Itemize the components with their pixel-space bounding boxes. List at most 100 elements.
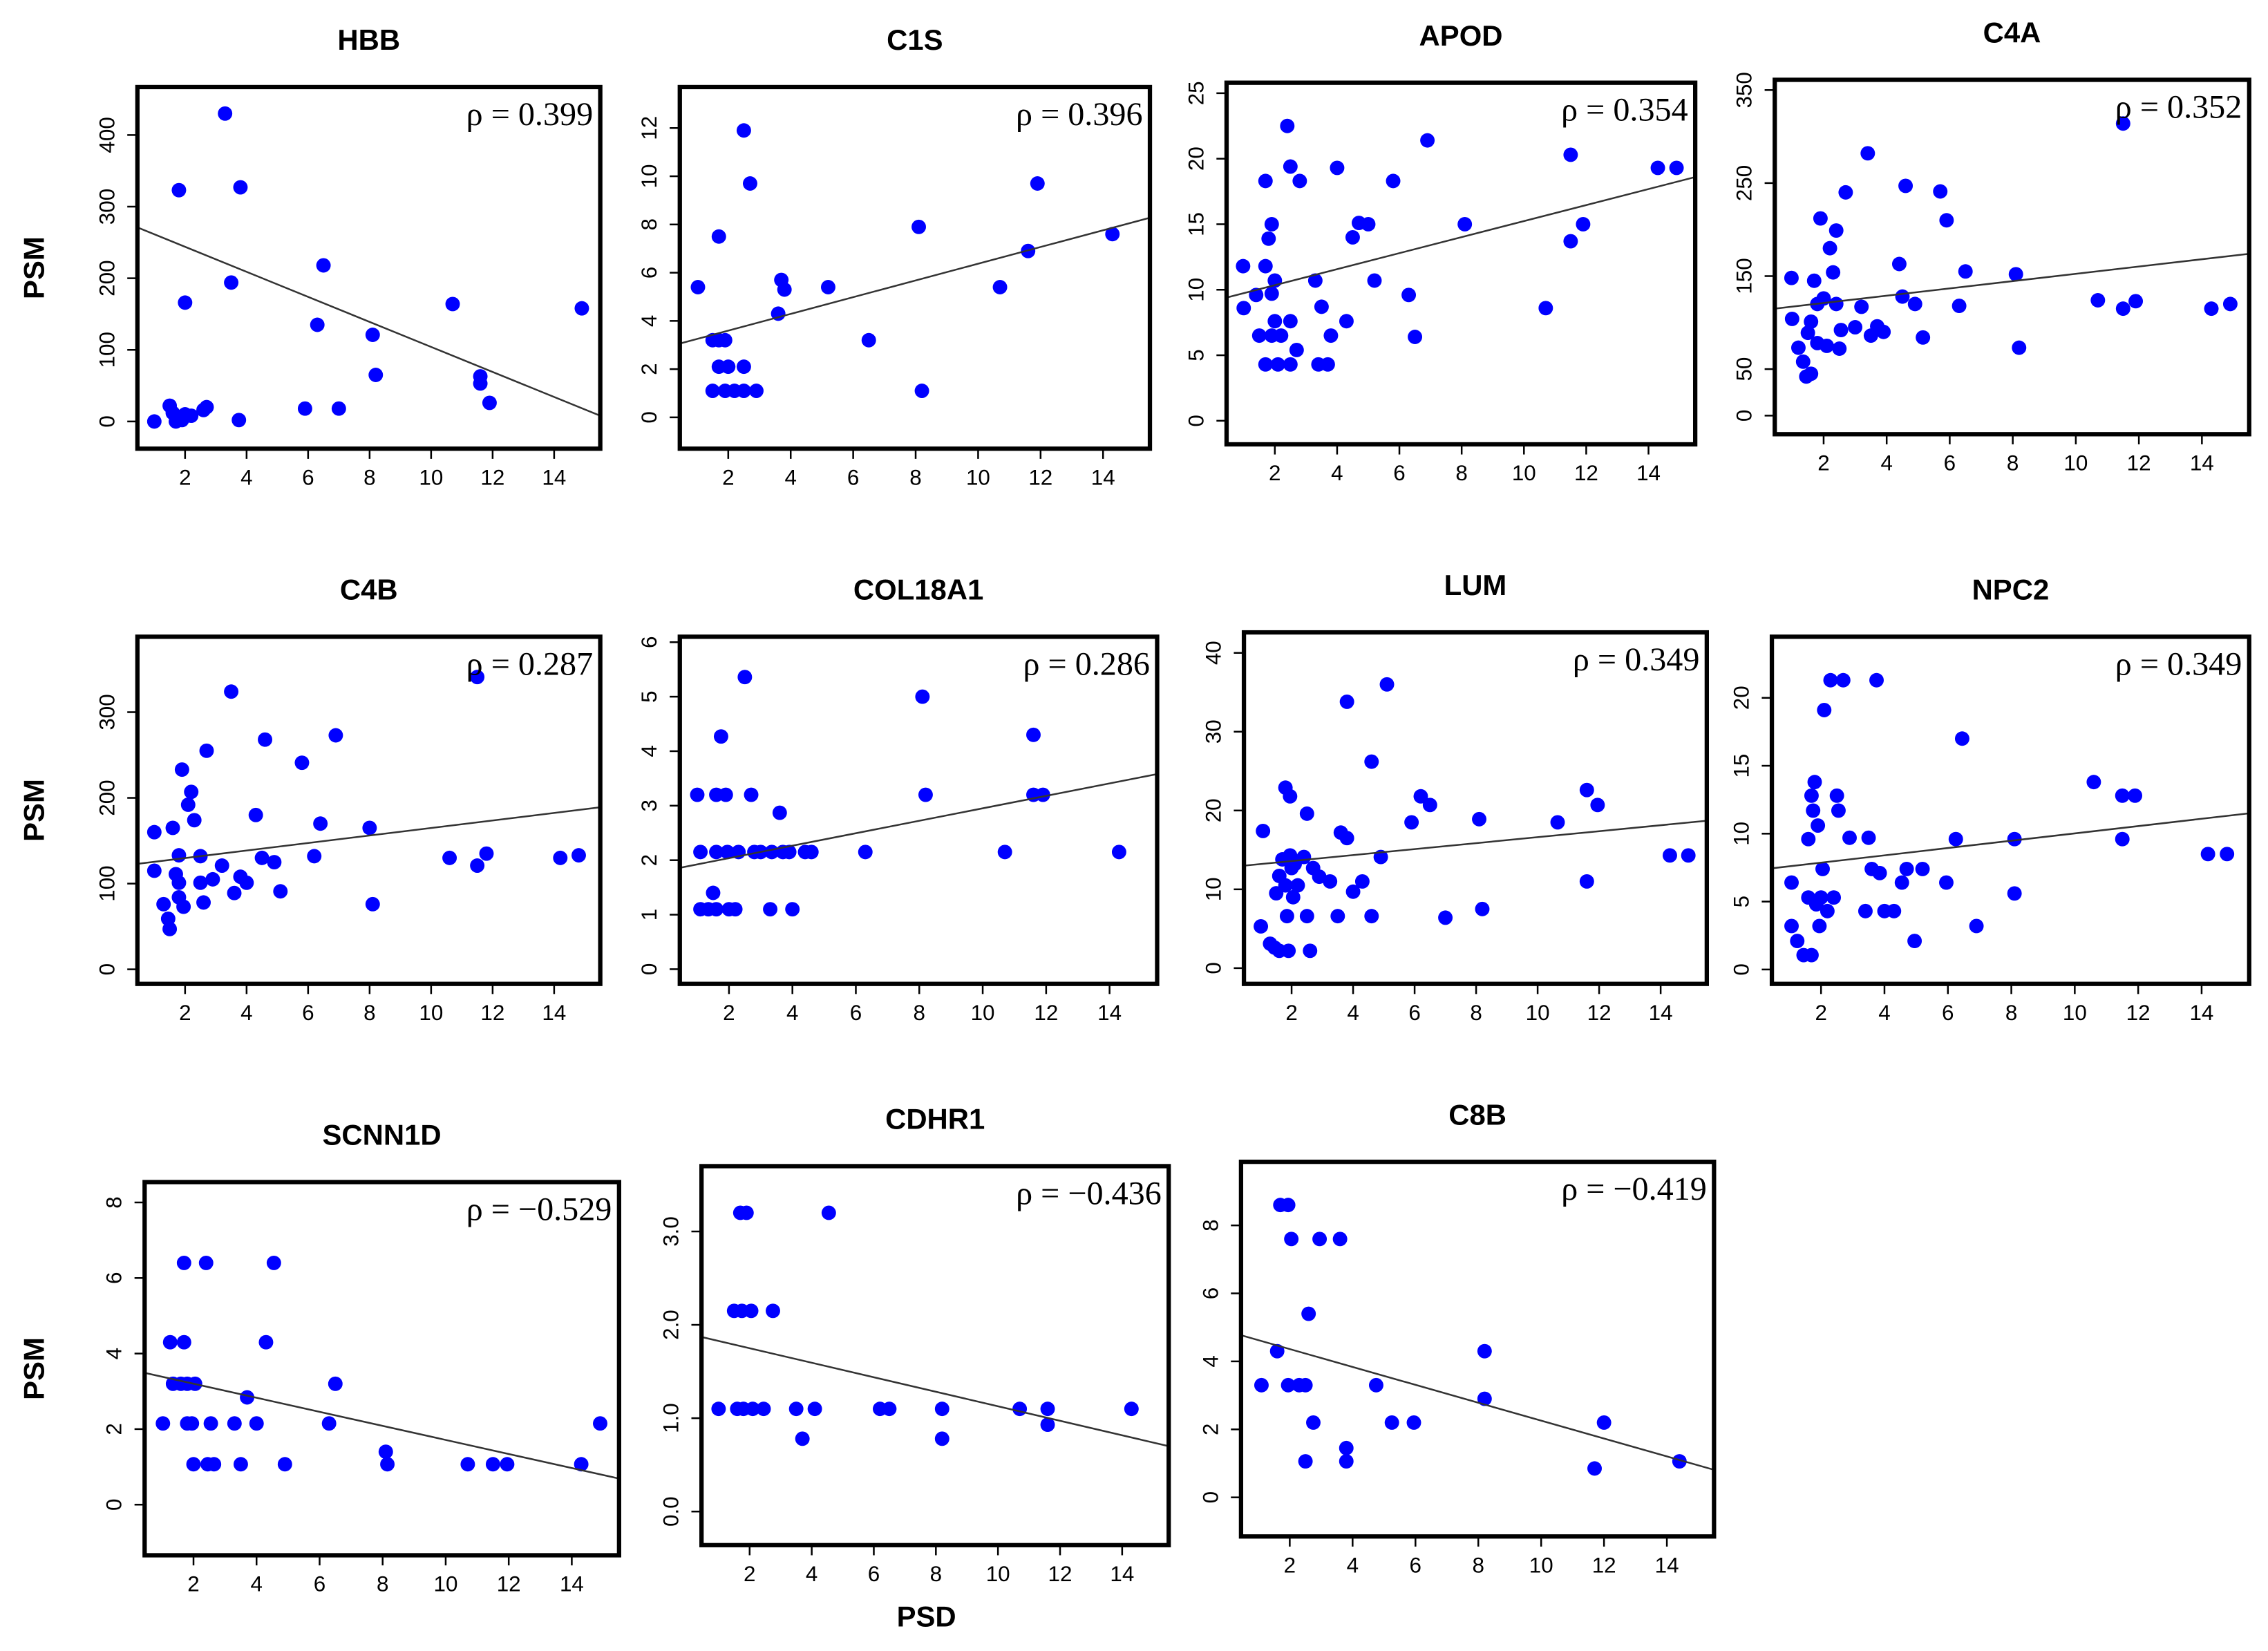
point: [328, 728, 343, 743]
y-tick-label: 2: [637, 363, 661, 375]
point: [1815, 861, 1830, 876]
x-tick-label: 6: [847, 465, 859, 489]
y-tick-label: 150: [1732, 258, 1757, 294]
correlation: ρ = −0.529: [466, 1191, 612, 1227]
point: [267, 855, 282, 870]
point: [1339, 831, 1354, 846]
point: [1438, 910, 1453, 925]
point: [1274, 328, 1289, 343]
panel: 0 2 4 6 8 2 4 6 8 10 12 14 C8B ρ = −0.419: [1198, 1098, 1717, 1578]
y-tick-label: 4: [102, 1348, 126, 1359]
point: [365, 896, 380, 912]
point: [1812, 918, 1827, 934]
point: [1916, 330, 1931, 345]
point: [2220, 847, 2235, 862]
point: [479, 846, 494, 861]
point: [155, 1416, 171, 1431]
point: [147, 824, 162, 840]
point: [1550, 815, 1565, 830]
point: [766, 1303, 780, 1319]
point: [934, 1402, 949, 1417]
point: [1672, 1454, 1687, 1469]
point: [820, 280, 835, 294]
y-tick-label: 0: [95, 963, 119, 975]
y-tick-label: 200: [95, 260, 119, 296]
point: [1806, 803, 1821, 818]
point: [239, 875, 254, 890]
point: [233, 1457, 248, 1472]
point: [1284, 1232, 1299, 1247]
y-tick-label: 10: [1202, 877, 1226, 901]
point: [918, 787, 933, 802]
point: [1477, 1343, 1492, 1359]
x-tick-label: 14: [1655, 1554, 1679, 1578]
panel-title: COL18A1: [853, 574, 983, 606]
point: [1339, 694, 1354, 709]
point: [693, 845, 708, 860]
y-axis-label: PSM: [17, 779, 50, 842]
point: [1401, 287, 1417, 303]
point: [1312, 869, 1327, 885]
point: [1306, 1415, 1321, 1430]
panel: 0 5 10 15 20 2 4 6 8 10 12 14 NPC2 ρ = 0.349: [1729, 574, 2251, 1025]
point: [1379, 677, 1395, 692]
plot-area: [679, 123, 1151, 398]
x-tick-label: 8: [363, 1001, 375, 1025]
x-tick-label: 2: [723, 1001, 735, 1025]
point: [1826, 890, 1842, 905]
point: [1105, 227, 1120, 242]
plot-area: [1240, 1198, 1714, 1476]
x-axis-label: PSD: [897, 1601, 956, 1633]
point: [445, 296, 460, 312]
x-tick-label: 2: [722, 465, 734, 489]
point: [1790, 340, 1806, 355]
plot-area: [144, 1255, 619, 1480]
point: [224, 275, 239, 290]
x-tick-label: 6: [1944, 451, 1956, 475]
y-tick-label: 0: [1184, 415, 1208, 426]
fit-line: [1244, 820, 1707, 867]
point: [171, 875, 187, 890]
y-tick-label: 12: [637, 116, 661, 140]
point: [1301, 1306, 1316, 1321]
panel-title: HBB: [337, 23, 400, 56]
plot-frame: [1224, 80, 1698, 447]
point: [1279, 909, 1294, 924]
point: [934, 1431, 949, 1446]
point: [882, 1402, 897, 1417]
point: [1408, 330, 1423, 344]
point: [1861, 830, 1876, 845]
panel: 0 2 4 6 8 2 4 6 8 10 12 14 SCNN1D ρ = −0.529 PSM: [17, 1119, 621, 1596]
y-tick-label: 2: [1198, 1424, 1222, 1435]
y-tick-label: 20: [1729, 686, 1753, 710]
point: [199, 743, 214, 758]
y-tick-label: 0: [1198, 1491, 1222, 1503]
panel-title: C4A: [1983, 17, 2041, 49]
point: [1256, 823, 1271, 838]
point: [297, 401, 312, 416]
panel: 0 50 150 250 350 2 4 6 8 10 12 14 C4A ρ = 0.352: [1732, 17, 2251, 475]
point: [277, 1457, 292, 1472]
x-tick-label: 4: [240, 465, 252, 489]
y-tick-label: 350: [1732, 72, 1757, 108]
point: [1264, 216, 1279, 232]
point: [1258, 258, 1273, 274]
point: [1784, 875, 1799, 890]
fit-line: [144, 1372, 619, 1480]
point: [1813, 890, 1828, 905]
y-tick-label: 100: [95, 865, 119, 901]
x-tick-label: 2: [1269, 461, 1281, 485]
x-tick-label: 10: [434, 1572, 458, 1596]
point: [1330, 909, 1345, 924]
y-tick-label: 1.0: [659, 1403, 683, 1433]
panel-title: NPC2: [1972, 574, 2050, 606]
point: [1895, 289, 1910, 304]
point: [1111, 845, 1126, 860]
point: [316, 258, 331, 273]
point: [1948, 831, 1963, 847]
point: [2204, 301, 2219, 317]
y-tick-label: 5: [1729, 896, 1753, 907]
point: [1891, 256, 1907, 272]
point: [717, 332, 733, 348]
